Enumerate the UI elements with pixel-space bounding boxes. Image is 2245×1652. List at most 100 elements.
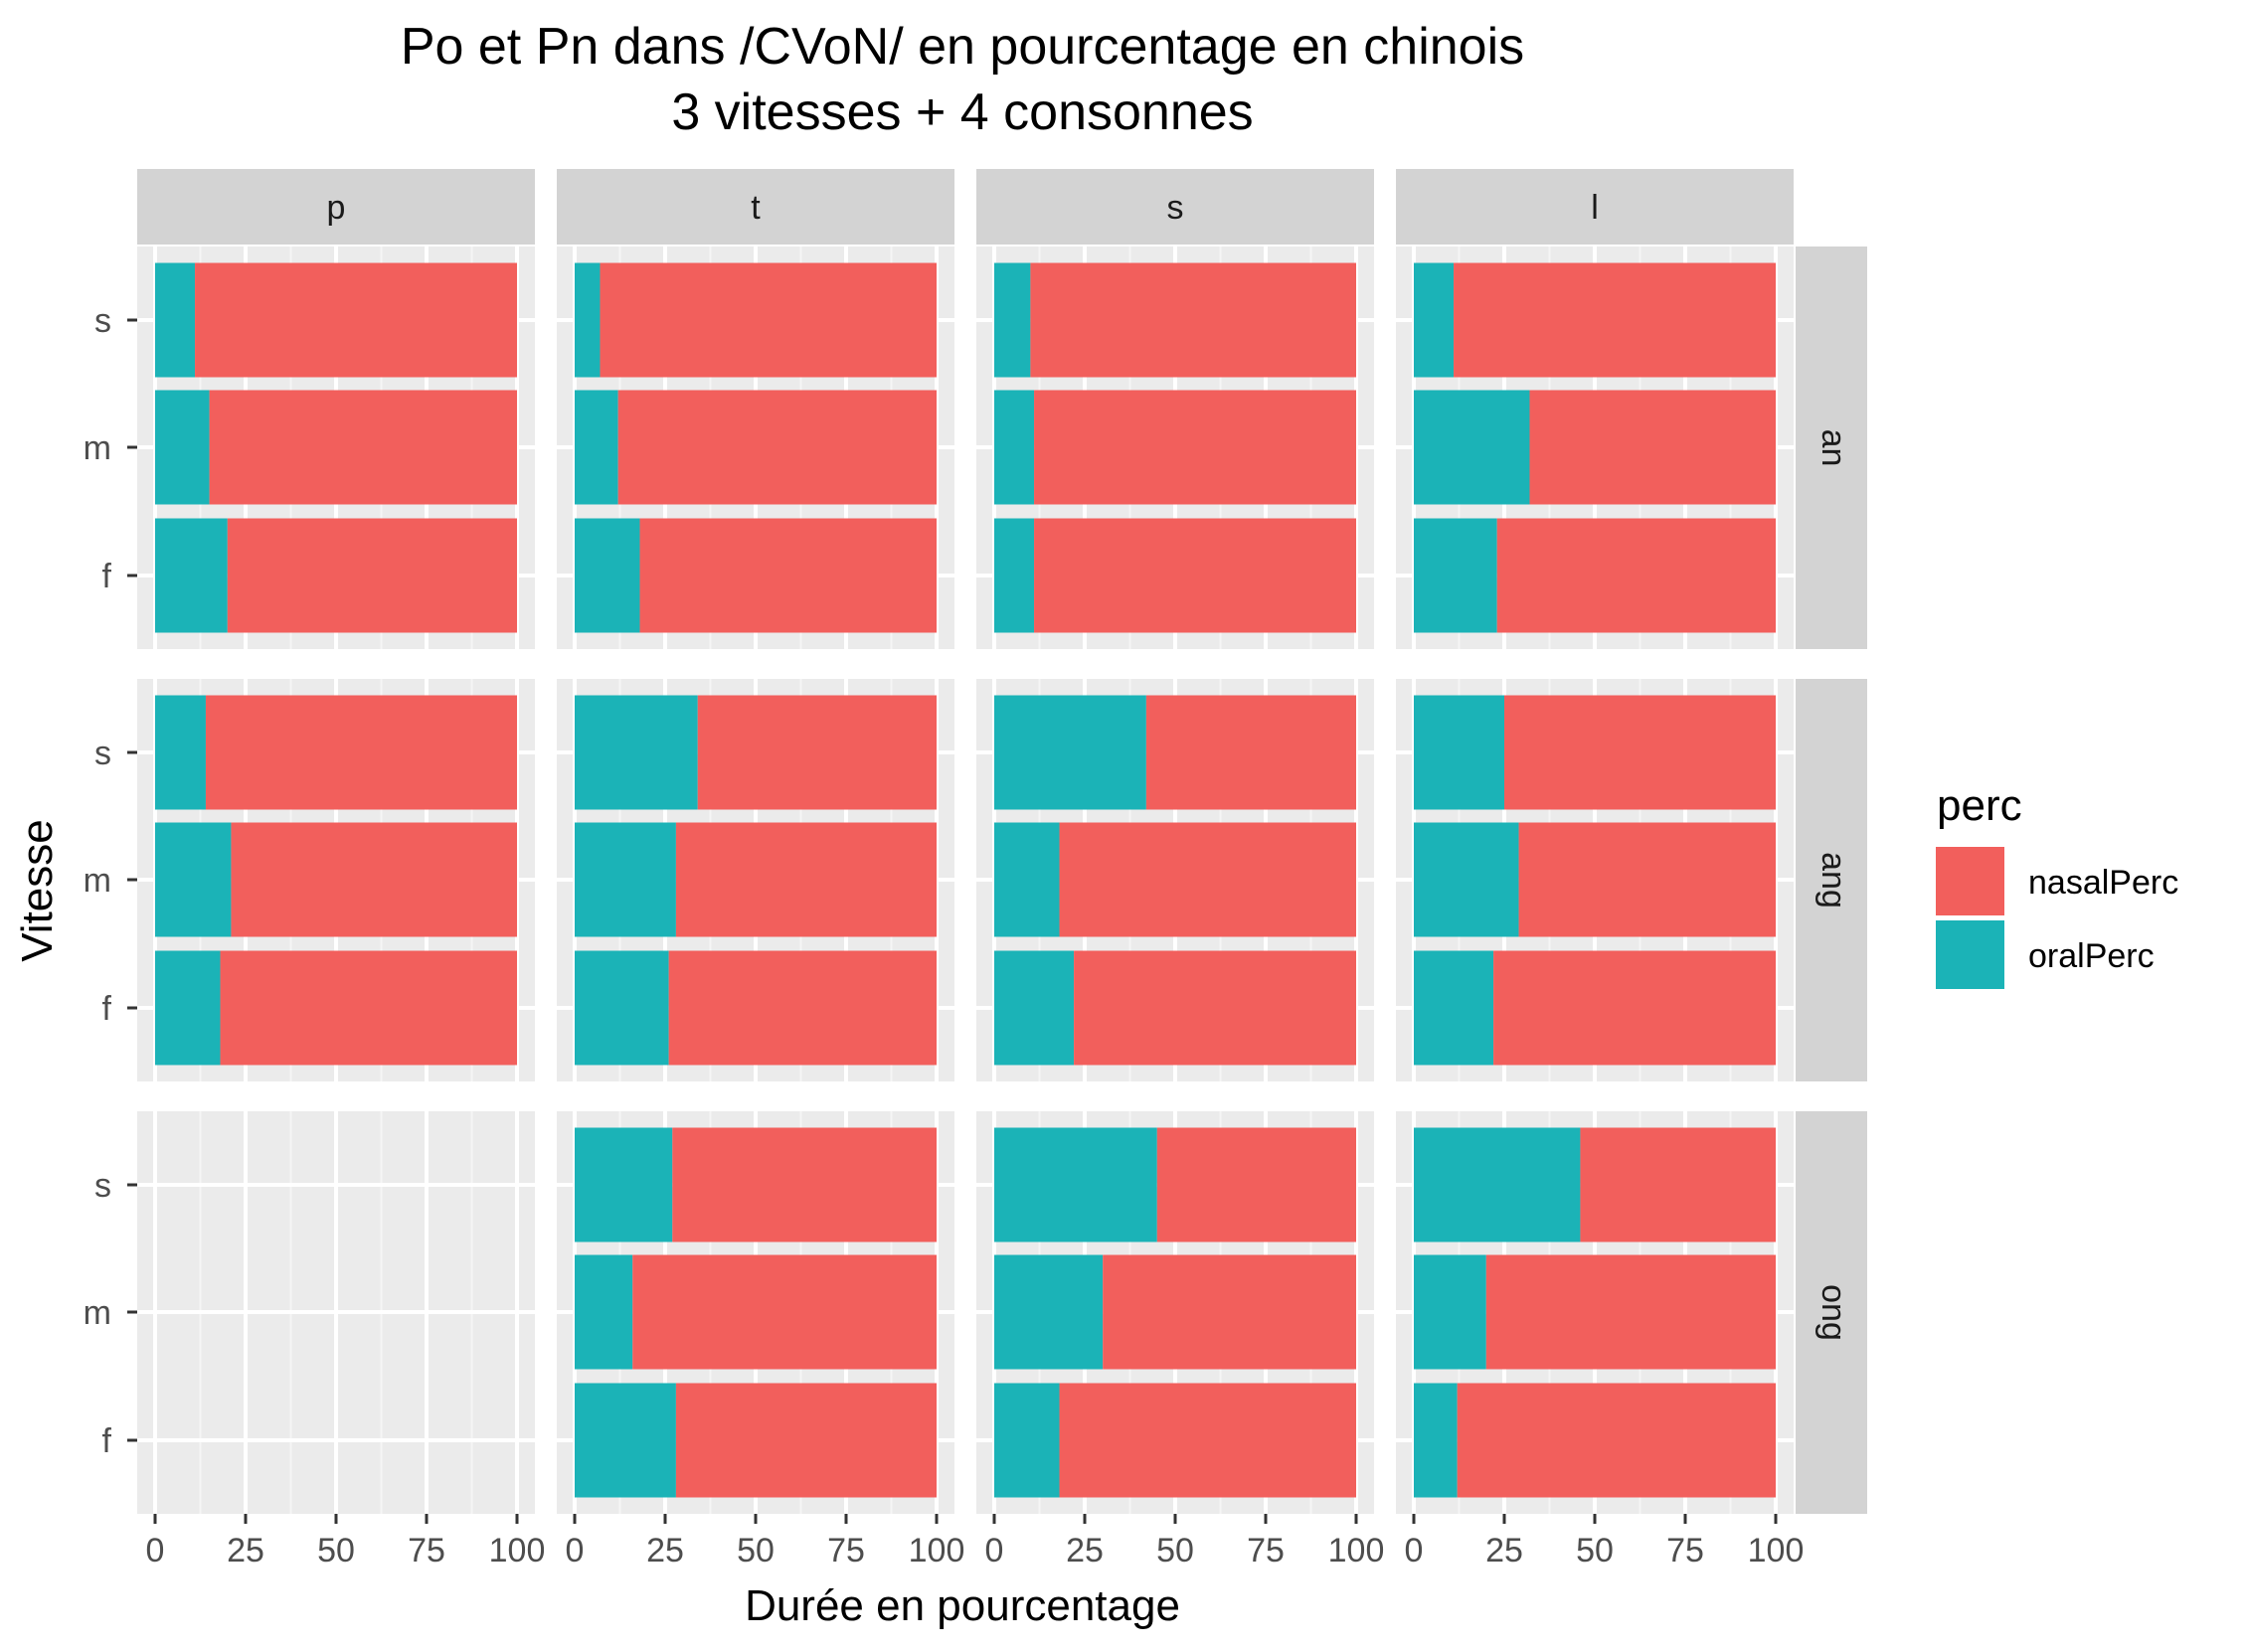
bar-oralPerc — [1414, 1127, 1581, 1242]
facet-strip-label: ong — [1814, 1284, 1852, 1341]
bar-nasalPerc — [1496, 518, 1776, 633]
bar-oralPerc — [1414, 518, 1497, 633]
bar-oralPerc — [1414, 262, 1455, 378]
bar-nasalPerc — [697, 695, 937, 810]
bar-oralPerc — [994, 390, 1035, 505]
bar-nasalPerc — [1034, 518, 1356, 633]
bar-oralPerc — [155, 518, 228, 633]
y-axis-label: Vitesse — [13, 819, 62, 962]
facet-strip-label: s — [1167, 189, 1184, 227]
x-tick-label: 100 — [1328, 1532, 1385, 1569]
x-tick-label: 0 — [146, 1532, 165, 1569]
bar-nasalPerc — [1493, 950, 1776, 1066]
bar-oralPerc — [155, 695, 206, 810]
legend-key-nasal — [1936, 847, 2004, 915]
bar-oralPerc — [994, 822, 1060, 937]
x-tick-label: 50 — [317, 1532, 355, 1569]
facet-strip-l — [1396, 169, 1794, 245]
facet-strip-label: p — [327, 189, 346, 227]
x-tick-label: 100 — [489, 1532, 546, 1569]
facet-strip-label: l — [1591, 189, 1599, 227]
x-tick-label: 0 — [566, 1532, 585, 1569]
bar-nasalPerc — [672, 1127, 937, 1242]
facet-strip-label: ang — [1814, 852, 1852, 909]
facet-strip-ong — [1796, 1111, 1867, 1514]
bar-nasalPerc — [1485, 1254, 1776, 1370]
bar-oralPerc — [1414, 1254, 1486, 1370]
bar-oralPerc — [1414, 950, 1494, 1066]
facet-strip-ang — [1796, 679, 1867, 1081]
y-tick-label: f — [102, 1422, 112, 1460]
bar-nasalPerc — [1034, 390, 1356, 505]
bar-nasalPerc — [639, 518, 937, 633]
bar-nasalPerc — [1145, 695, 1356, 810]
bar-nasalPerc — [1580, 1127, 1776, 1242]
bar-nasalPerc — [1074, 950, 1356, 1066]
bar-nasalPerc — [1454, 262, 1776, 378]
bar-nasalPerc — [205, 695, 517, 810]
y-tick-label: m — [84, 1294, 111, 1332]
bar-nasalPerc — [675, 822, 937, 937]
legend-label-nasal: nasalPerc — [2028, 864, 2178, 902]
y-tick-label: s — [94, 735, 111, 772]
chart-title: Po et Pn dans /CVoN/ en pourcentage en c… — [401, 18, 1524, 76]
legend-label-oral: oralPerc — [2028, 937, 2155, 975]
facet-strip-an — [1796, 247, 1867, 649]
bar-oralPerc — [155, 390, 210, 505]
y-tick-label: m — [84, 862, 111, 900]
bar-nasalPerc — [220, 950, 517, 1066]
x-tick-label: 75 — [827, 1532, 865, 1569]
chart-subtitle: 3 vitesses + 4 consonnes — [671, 83, 1253, 141]
x-tick-label: 0 — [985, 1532, 1004, 1569]
y-tick-label: m — [84, 429, 111, 467]
bar-oralPerc — [575, 1127, 673, 1242]
x-tick-label: 50 — [1156, 1532, 1194, 1569]
y-tick-label: s — [94, 1167, 111, 1205]
y-tick-label: s — [94, 302, 111, 340]
x-tick-label: 100 — [909, 1532, 965, 1569]
bar-nasalPerc — [668, 950, 937, 1066]
x-tick-label: 75 — [1247, 1532, 1285, 1569]
bar-oralPerc — [155, 950, 221, 1066]
bar-oralPerc — [1414, 390, 1530, 505]
bar-nasalPerc — [1103, 1254, 1356, 1370]
bar-oralPerc — [1414, 695, 1504, 810]
x-tick-label: 25 — [1485, 1532, 1523, 1569]
bar-oralPerc — [575, 1383, 676, 1498]
bar-oralPerc — [1414, 822, 1519, 937]
bar-nasalPerc — [600, 262, 937, 378]
bar-oralPerc — [155, 262, 196, 378]
y-tick-label: f — [102, 990, 112, 1028]
facet-strip-s — [976, 169, 1374, 245]
bar-oralPerc — [575, 518, 640, 633]
x-tick-label: 50 — [1576, 1532, 1614, 1569]
bar-oralPerc — [994, 1127, 1157, 1242]
bar-oralPerc — [994, 1254, 1104, 1370]
x-tick-label: 0 — [1405, 1532, 1424, 1569]
legend-key-oral — [1936, 920, 2004, 989]
facet-strip-label: t — [751, 189, 761, 227]
bar-oralPerc — [575, 262, 601, 378]
bar-oralPerc — [155, 822, 232, 937]
x-tick-label: 25 — [227, 1532, 264, 1569]
bar-oralPerc — [994, 695, 1146, 810]
x-axis-label: Durée en pourcentage — [745, 1581, 1180, 1630]
bar-oralPerc — [994, 1383, 1060, 1498]
bar-nasalPerc — [1059, 822, 1356, 937]
facet-strip-t — [557, 169, 954, 245]
facet-strip-p — [137, 169, 535, 245]
x-tick-label: 100 — [1748, 1532, 1805, 1569]
bar-oralPerc — [575, 695, 698, 810]
bar-nasalPerc — [675, 1383, 937, 1498]
bar-nasalPerc — [231, 822, 517, 937]
facet-strip-label: an — [1814, 429, 1852, 467]
x-tick-label: 75 — [408, 1532, 445, 1569]
bar-nasalPerc — [617, 390, 937, 505]
y-tick-label: f — [102, 558, 112, 595]
bar-nasalPerc — [1529, 390, 1776, 505]
bar-nasalPerc — [1504, 695, 1776, 810]
legend: perc nasalPerc oralPerc — [1936, 781, 2178, 989]
bar-oralPerc — [575, 950, 669, 1066]
x-tick-label: 25 — [1066, 1532, 1104, 1569]
